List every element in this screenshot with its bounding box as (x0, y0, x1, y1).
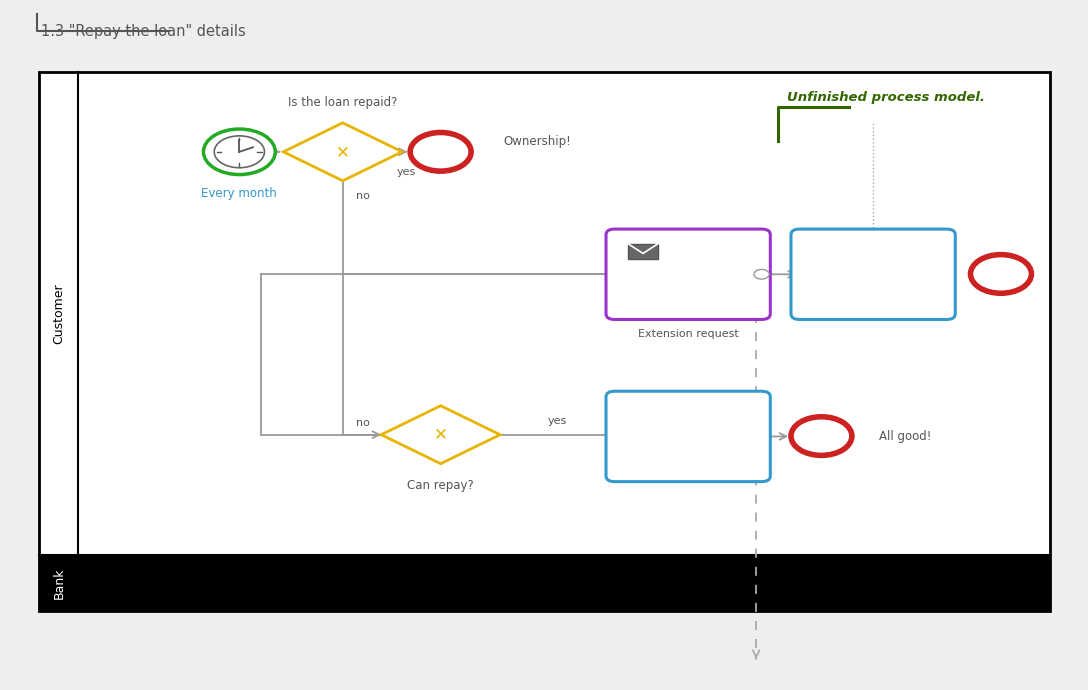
Text: All good!: All good! (879, 430, 931, 442)
Circle shape (754, 269, 769, 279)
Circle shape (203, 129, 275, 175)
Text: yes: yes (396, 167, 416, 177)
Text: ✕: ✕ (434, 426, 447, 444)
Text: Inform the
bank: Inform the bank (665, 259, 729, 289)
FancyBboxPatch shape (791, 229, 955, 319)
Circle shape (410, 132, 471, 171)
Bar (628, 244, 658, 259)
Text: ?: ? (866, 262, 880, 286)
Bar (39, 72, 1050, 555)
Text: Can repay?: Can repay? (407, 479, 474, 492)
Text: Customer: Customer (52, 284, 65, 344)
Circle shape (970, 255, 1031, 293)
Text: Bank: Bank (52, 567, 65, 599)
Text: Extension request: Extension request (638, 329, 739, 339)
Circle shape (214, 136, 264, 168)
Text: yes: yes (547, 417, 567, 426)
Circle shape (791, 417, 852, 455)
Text: no: no (356, 191, 370, 201)
Bar (39, 555, 1050, 611)
Text: Monthly
payment: Monthly payment (660, 422, 716, 451)
FancyBboxPatch shape (606, 391, 770, 482)
Text: Unfinished process model.: Unfinished process model. (787, 90, 985, 104)
Polygon shape (283, 123, 403, 181)
FancyBboxPatch shape (606, 229, 770, 319)
Bar (39, 72, 1050, 611)
Text: no: no (357, 418, 370, 428)
Text: 1.3 "Repay the loan" details: 1.3 "Repay the loan" details (41, 24, 246, 39)
Text: ✕: ✕ (336, 143, 349, 161)
Text: Is the loan repaid?: Is the loan repaid? (288, 96, 397, 109)
Polygon shape (381, 406, 500, 464)
Text: Ownership!: Ownership! (504, 135, 571, 148)
Text: Every month: Every month (201, 187, 277, 200)
